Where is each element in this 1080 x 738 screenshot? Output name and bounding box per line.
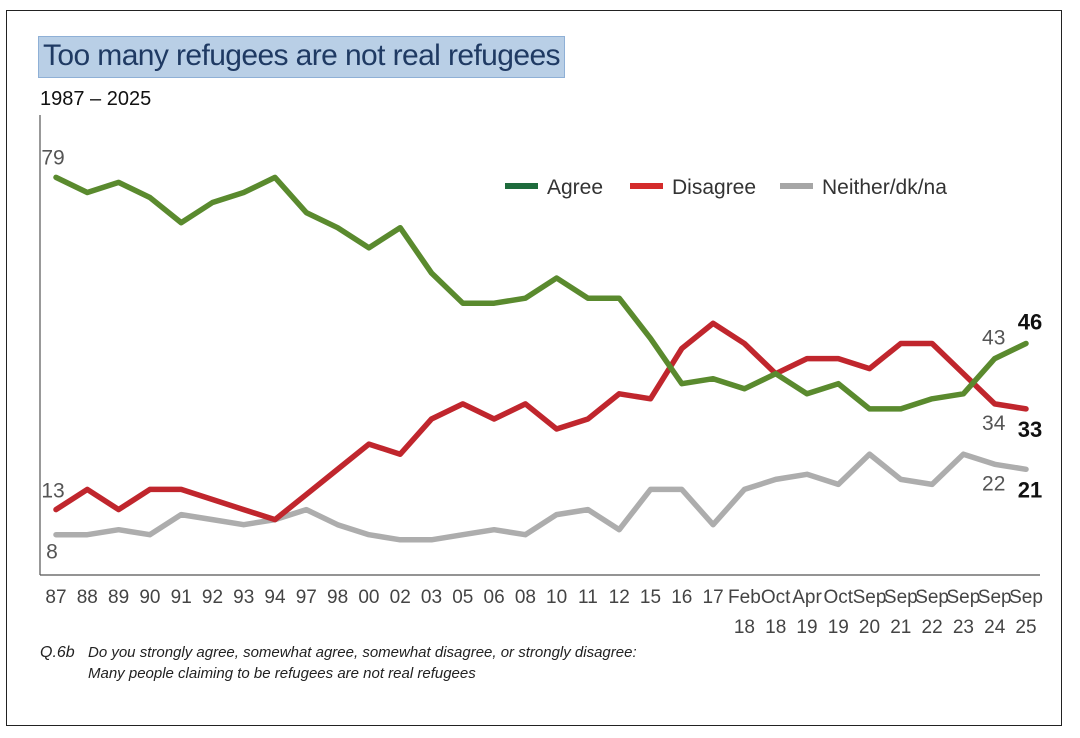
data-labels: 79 13 8 43 46 34 33 22 21 [41, 146, 1042, 563]
x-tick-label: Apr [792, 587, 822, 608]
x-tick-label: Sep [978, 587, 1012, 608]
legend-label: Agree [547, 176, 603, 199]
x-tick-label: 87 [45, 587, 66, 608]
x-tick-label: 00 [358, 587, 379, 608]
x-tick-label: 89 [108, 587, 129, 608]
x-tick-label: 93 [233, 587, 254, 608]
x-tick-label: 03 [421, 587, 442, 608]
x-tick-label: Sep [946, 587, 980, 608]
data-label: 22 [982, 472, 1005, 495]
series-line-agree [53, 174, 1029, 412]
chart-frame [6, 10, 1062, 726]
series-line-neither-dk-na [53, 451, 1029, 543]
x-tick-label: Feb [728, 587, 761, 608]
data-label: 43 [982, 327, 1005, 350]
question-statement: Many people claiming to be refugees are … [88, 665, 476, 682]
x-tick-label: 88 [77, 587, 98, 608]
x-tick-label: 08 [515, 587, 536, 608]
question-text: Do you strongly agree, somewhat agree, s… [88, 644, 637, 661]
x-tick-label: 94 [264, 587, 286, 608]
x-tick-label: 90 [139, 587, 160, 608]
x-tick-label: Sep [884, 587, 918, 608]
data-label: 46 [1018, 310, 1042, 335]
x-tick-label: 19 [828, 617, 849, 638]
chart-title: Too many refugees are not real refugees [43, 39, 561, 72]
data-label: 34 [982, 412, 1006, 435]
x-tick-label: 23 [953, 617, 974, 638]
x-tick-label: 24 [984, 617, 1006, 638]
legend-label: Disagree [672, 176, 756, 199]
x-tick-label: 98 [327, 587, 348, 608]
x-tick-label: Sep [915, 587, 949, 608]
legend-label: Neither/dk/na [822, 176, 947, 199]
title-highlight: Too many refugees are not real refugees [38, 36, 565, 78]
x-tick-label: 92 [202, 587, 223, 608]
x-tick-label: 22 [922, 617, 943, 638]
x-tick-label: 06 [484, 587, 505, 608]
x-tick-label: 02 [390, 587, 411, 608]
x-tick-label: 15 [640, 587, 661, 608]
x-tick-label: 91 [171, 587, 192, 608]
data-label: 79 [41, 146, 64, 169]
x-tick-label: 17 [703, 587, 724, 608]
data-label: 13 [41, 480, 64, 503]
x-tick-label: 20 [859, 617, 880, 638]
x-tick-label: 12 [609, 587, 630, 608]
x-tick-label: 97 [296, 587, 317, 608]
question-id: Q.6b [40, 644, 75, 661]
legend: Agree Disagree Neither/dk/na [505, 176, 947, 199]
x-tick-label: 05 [452, 587, 473, 608]
data-label: 21 [1018, 477, 1042, 502]
x-tick-label: 19 [796, 617, 817, 638]
question-note: Q.6b Do you strongly agree, somewhat agre… [40, 644, 637, 682]
x-tick-label: 11 [578, 587, 598, 608]
x-tick-label: 10 [546, 587, 567, 608]
x-tick-label: 18 [765, 617, 786, 638]
x-tick-label: 18 [734, 617, 755, 638]
x-tick-label: Sep [853, 587, 887, 608]
x-tick-labels: 87 88 89 90 91 92 93 94 97 98 00 02 03 05 06 08 10 11 12 15… [45, 587, 1042, 638]
x-tick-label: Oct [824, 587, 854, 608]
x-tick-label: 16 [671, 587, 692, 608]
x-tick-label: 21 [890, 617, 911, 638]
data-label: 33 [1018, 417, 1042, 442]
series-line-disagree [53, 320, 1029, 523]
x-tick-label: Oct [761, 587, 791, 608]
chart-subtitle: 1987 – 2025 [40, 88, 152, 110]
x-tick-label: Sep [1009, 587, 1043, 608]
series-layer [53, 174, 1029, 543]
x-tick-label: 25 [1015, 617, 1036, 638]
data-label: 8 [46, 541, 58, 564]
